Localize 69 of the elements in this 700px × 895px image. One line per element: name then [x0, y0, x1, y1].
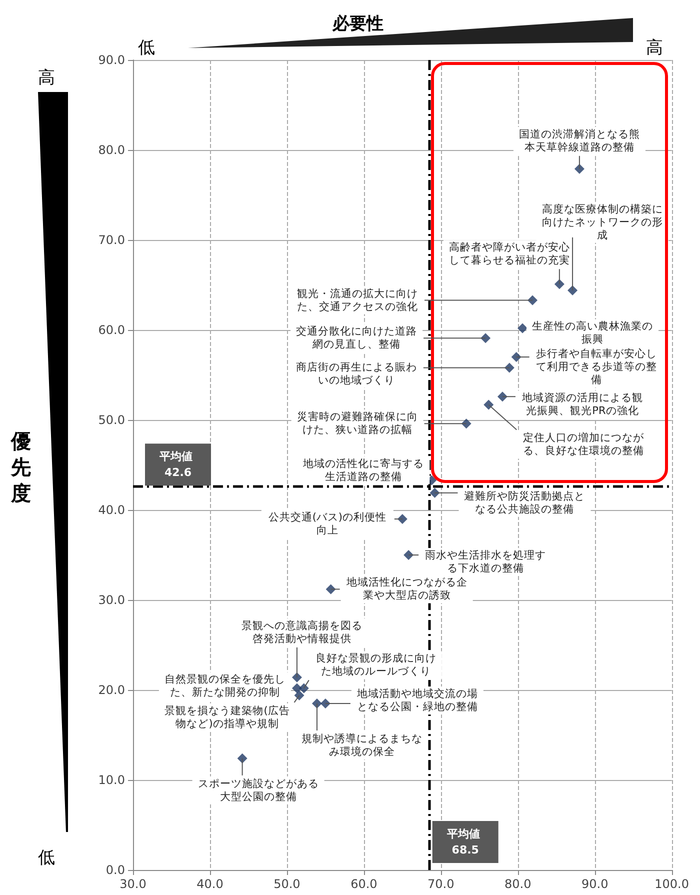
point — [511, 352, 522, 362]
point — [497, 392, 508, 402]
annotation: 地域資源の活用による観光振興、観光PRの強化 — [520, 391, 643, 418]
annotation: 高齢者や障がい者が安心して暮らせる福祉の充実 — [448, 240, 570, 267]
x-tick-label: 70.0 — [428, 877, 454, 891]
y-tick-label: 60.0 — [98, 323, 125, 337]
point — [484, 400, 494, 410]
text: 低 — [138, 37, 155, 59]
point — [480, 333, 491, 344]
point — [326, 584, 336, 594]
x-tick-label: 100.0 — [654, 877, 690, 891]
annotation: 災害時の避難路確保に向けた、狭い道路の拡幅 — [296, 410, 418, 436]
point — [504, 362, 514, 373]
annotation: 商店街の再生による賑わいの地域づくり — [296, 360, 417, 386]
text: 高 — [38, 67, 55, 89]
y-tick-label: 30.0 — [98, 593, 125, 607]
annotation: 生産性の高い農林漁業の振興 — [532, 320, 653, 346]
point — [574, 164, 584, 174]
y-tick-label: 10.0 — [98, 773, 125, 787]
point — [397, 514, 408, 524]
y-tick-label: 90.0 — [98, 53, 125, 67]
annotation: 高度な医療体制の構築に向けたネットワークの形成 — [542, 202, 664, 242]
annotation: 定住人口の増加につながる、良好な住環境の整備 — [523, 431, 646, 458]
y-tick-label: 50.0 — [98, 413, 125, 427]
annotation: 地域活動や地域交流の場となる公園・緑地の整備 — [356, 687, 478, 713]
annotation: 国道の渋滞解消となる熊本天草幹線道路の整備 — [518, 127, 640, 154]
annotation: 規制や誘導によるまちなみ環境の保全 — [301, 732, 422, 758]
annotation: 自然景観の保全を優先した、新たな開発の抑制 — [164, 672, 286, 699]
y-tick-label: 80.0 — [98, 143, 125, 157]
annotation: 雨水や生活排水を処理する下水道の整備 — [425, 548, 546, 574]
point — [461, 418, 472, 429]
y-tick-label: 20.0 — [98, 683, 125, 697]
y-tick-label: 70.0 — [98, 233, 125, 247]
x-tick-label: 50.0 — [274, 877, 300, 891]
x-tick-label: 90.0 — [581, 877, 608, 891]
annotation: 景観を損なう建築物(広告物など)の指導や規制 — [164, 704, 290, 730]
x-tick-label: 30.0 — [120, 877, 146, 891]
annotation: 良好な景観の形成に向けた地域のルールづくり — [315, 652, 436, 678]
point — [294, 690, 304, 700]
point — [312, 698, 322, 708]
ref-line-label: 平均値 42.6 — [158, 450, 196, 480]
point — [517, 323, 528, 334]
text: 高 — [646, 37, 663, 59]
point — [528, 295, 538, 306]
ref-line-label: 平均値 68.5 — [446, 828, 484, 856]
point — [404, 550, 414, 560]
annotation: 観光・流通の拡大に向けた、交通アクセスの強化 — [297, 286, 418, 313]
point — [568, 285, 578, 296]
point — [430, 488, 440, 498]
x-tick-label: 40.0 — [196, 877, 224, 891]
annotation: 地域活性化につながる企業や大型店の誘致 — [345, 576, 468, 602]
annotation: スポーツ施設などがある大型公園の整備 — [198, 776, 319, 803]
annotation: 避難所や防災活動拠点となる公共施設の整備 — [464, 489, 586, 516]
y-tick-label: 0.0 — [106, 863, 125, 877]
point — [237, 753, 248, 764]
x-axis-title: 必要性 — [331, 13, 384, 35]
point — [554, 279, 564, 290]
point — [292, 672, 302, 682]
annotation: 公共交通(バス)の利便性向上 — [268, 510, 387, 536]
text: 低 — [38, 847, 55, 869]
y-tick-label: 40.0 — [98, 503, 125, 517]
annotation: 景観への意識高揚を図る啓発活動や情報提供 — [241, 618, 362, 645]
x-tick-label: 60.0 — [350, 877, 378, 891]
annotation: 交通分散化に向けた道路網の見直し、整備 — [296, 324, 418, 351]
annotation: 地域の活性化に寄与する生活道路の整備 — [302, 456, 424, 483]
x-tick-label: 80.0 — [504, 877, 532, 891]
point — [292, 683, 302, 694]
annotation: 歩行者や自転車が安心して利用できる歩道等の整備 — [536, 347, 657, 386]
y-axis-title: 優先度 — [10, 428, 32, 506]
